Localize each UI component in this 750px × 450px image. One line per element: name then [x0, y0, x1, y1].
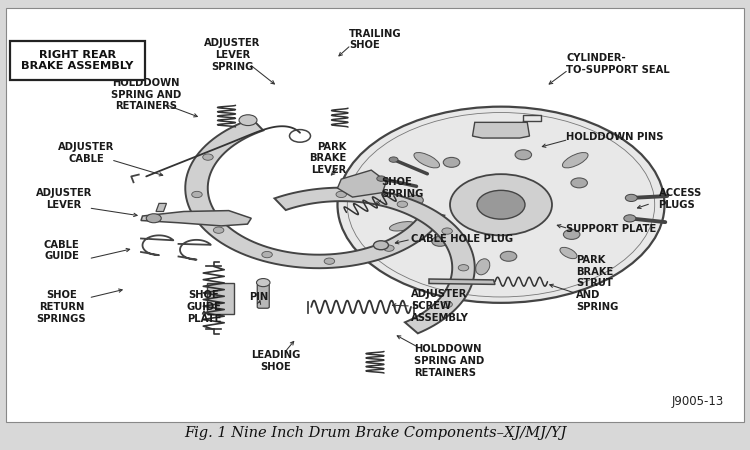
- Polygon shape: [185, 119, 444, 268]
- FancyBboxPatch shape: [207, 283, 234, 314]
- Circle shape: [262, 252, 272, 258]
- Circle shape: [324, 258, 334, 264]
- Circle shape: [432, 236, 448, 246]
- Text: SUPPORT PLATE: SUPPORT PLATE: [566, 224, 656, 234]
- Circle shape: [389, 157, 398, 162]
- Text: Fig. 1 Nine Inch Drum Brake Components–XJ/MJ/YJ: Fig. 1 Nine Inch Drum Brake Components–X…: [184, 426, 566, 440]
- Text: PIN: PIN: [249, 292, 268, 302]
- FancyBboxPatch shape: [257, 284, 269, 308]
- Text: SHOE
GUIDE
PLATE: SHOE GUIDE PLATE: [187, 290, 221, 324]
- Circle shape: [146, 214, 161, 223]
- Circle shape: [458, 265, 469, 271]
- Circle shape: [563, 230, 580, 239]
- Text: PARK
BRAKE
LEVER: PARK BRAKE LEVER: [309, 142, 347, 175]
- Text: SHOE
SPRING: SHOE SPRING: [381, 177, 423, 199]
- Circle shape: [450, 174, 552, 235]
- Text: SHOE
RETURN
SPRINGS: SHOE RETURN SPRINGS: [37, 290, 86, 324]
- Polygon shape: [274, 188, 475, 333]
- Text: HOLDDOWN PINS: HOLDDOWN PINS: [566, 132, 664, 142]
- Circle shape: [213, 227, 223, 233]
- Polygon shape: [141, 211, 251, 226]
- Circle shape: [442, 228, 452, 234]
- Circle shape: [383, 245, 394, 252]
- Circle shape: [406, 195, 423, 205]
- Ellipse shape: [414, 153, 440, 168]
- Text: HOLDDOWN
SPRING AND
RETAINERS: HOLDDOWN SPRING AND RETAINERS: [111, 78, 182, 111]
- Polygon shape: [338, 170, 386, 197]
- Ellipse shape: [562, 153, 588, 168]
- Circle shape: [442, 302, 452, 308]
- Circle shape: [443, 158, 460, 167]
- Circle shape: [374, 241, 388, 250]
- Circle shape: [192, 191, 202, 198]
- Text: ADJUSTER
SCREW
ASSEMBLY: ADJUSTER SCREW ASSEMBLY: [411, 289, 469, 323]
- Text: CYLINDER-
TO-SUPPORT SEAL: CYLINDER- TO-SUPPORT SEAL: [566, 53, 670, 75]
- Circle shape: [336, 191, 346, 198]
- Polygon shape: [429, 279, 495, 284]
- Text: LEADING
SHOE: LEADING SHOE: [251, 350, 301, 372]
- Polygon shape: [156, 203, 166, 212]
- Circle shape: [626, 194, 638, 202]
- Text: TRAILING
SHOE: TRAILING SHOE: [349, 29, 401, 50]
- Text: RIGHT REAR
BRAKE ASSEMBLY: RIGHT REAR BRAKE ASSEMBLY: [21, 50, 134, 71]
- Text: CABLE
GUIDE: CABLE GUIDE: [44, 240, 80, 261]
- Text: J9005-13: J9005-13: [671, 395, 724, 408]
- FancyBboxPatch shape: [10, 41, 145, 80]
- Circle shape: [398, 201, 408, 207]
- Text: CABLE HOLE PLUG: CABLE HOLE PLUG: [411, 234, 513, 244]
- Ellipse shape: [560, 248, 577, 259]
- Text: ADJUSTER
LEVER
SPRING: ADJUSTER LEVER SPRING: [204, 38, 261, 72]
- Circle shape: [256, 279, 270, 287]
- Ellipse shape: [476, 259, 490, 275]
- Text: ADJUSTER
CABLE: ADJUSTER CABLE: [58, 142, 115, 164]
- Circle shape: [624, 215, 636, 222]
- Text: ADJUSTER
LEVER: ADJUSTER LEVER: [35, 188, 92, 210]
- Polygon shape: [472, 122, 530, 138]
- Circle shape: [477, 190, 525, 219]
- Circle shape: [338, 107, 664, 303]
- Circle shape: [376, 176, 386, 181]
- Text: HOLDDOWN
SPRING AND
RETAINERS: HOLDDOWN SPRING AND RETAINERS: [414, 344, 485, 378]
- Text: PARK
BRAKE
STRUT
AND
SPRING: PARK BRAKE STRUT AND SPRING: [576, 255, 618, 312]
- Ellipse shape: [389, 221, 416, 231]
- Circle shape: [500, 252, 517, 261]
- Circle shape: [239, 115, 257, 126]
- FancyBboxPatch shape: [6, 8, 744, 422]
- Circle shape: [515, 150, 532, 160]
- Circle shape: [571, 178, 587, 188]
- Text: ACCESS
PLUGS: ACCESS PLUGS: [658, 188, 702, 210]
- Circle shape: [202, 154, 213, 160]
